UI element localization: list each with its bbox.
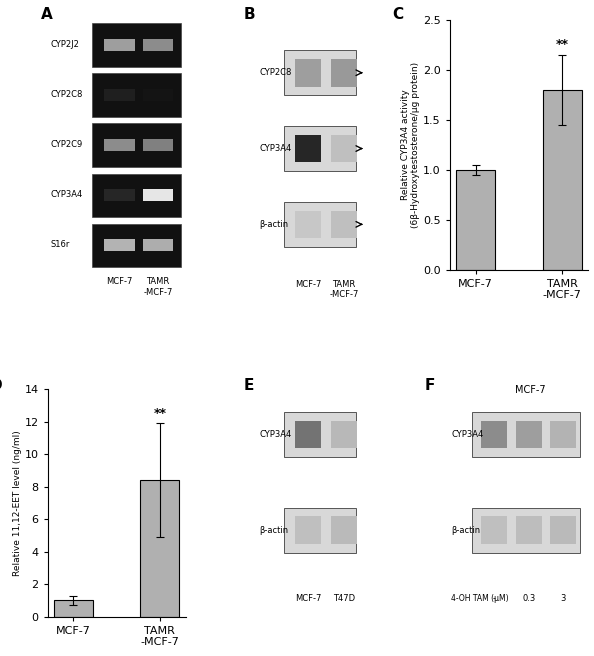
Bar: [91, 24, 182, 67]
Text: TAMR
-MCF-7: TAMR -MCF-7: [329, 280, 359, 299]
Text: TAMR
-MCF-7: TAMR -MCF-7: [143, 277, 173, 297]
Bar: [91, 123, 182, 167]
Bar: [104, 239, 134, 251]
Bar: [143, 39, 173, 51]
Text: CYP2C9: CYP2C9: [50, 140, 83, 150]
Bar: [472, 508, 580, 553]
Text: CYP3A4: CYP3A4: [50, 190, 83, 199]
Text: S16r: S16r: [50, 240, 69, 249]
Bar: [550, 421, 576, 449]
Bar: [331, 134, 357, 162]
Bar: [481, 516, 507, 544]
Text: D: D: [0, 378, 2, 393]
Text: F: F: [425, 378, 435, 393]
Bar: [143, 189, 173, 201]
Text: B: B: [244, 7, 255, 22]
Bar: [143, 239, 173, 251]
Y-axis label: Relative CYP3A4 activity
(6β-Hydroxytestosterone/μg protein): Relative CYP3A4 activity (6β-Hydroxytest…: [401, 62, 421, 228]
Bar: [472, 412, 580, 457]
Text: A: A: [40, 7, 52, 22]
Bar: [143, 89, 173, 101]
Text: MCF-7: MCF-7: [106, 277, 132, 286]
Text: CYP3A4: CYP3A4: [451, 430, 484, 440]
Bar: [516, 421, 542, 449]
Bar: [285, 126, 356, 171]
Text: CYP2C8: CYP2C8: [50, 91, 83, 99]
Text: MCF-7: MCF-7: [515, 384, 545, 395]
Y-axis label: Relative 11,12-EET level (ng/ml): Relative 11,12-EET level (ng/ml): [12, 430, 21, 576]
Bar: [331, 211, 357, 238]
Text: E: E: [244, 378, 254, 393]
Text: 4-OH TAM (μM): 4-OH TAM (μM): [451, 594, 509, 603]
Text: -: -: [492, 594, 495, 603]
Bar: [481, 421, 507, 449]
Text: CYP2C8: CYP2C8: [260, 68, 292, 77]
Bar: [285, 202, 356, 247]
Text: **: **: [153, 407, 166, 420]
Bar: [285, 51, 356, 95]
Bar: [91, 73, 182, 117]
Bar: [456, 170, 495, 270]
Bar: [550, 516, 576, 544]
Bar: [331, 516, 357, 544]
Bar: [104, 189, 134, 201]
Text: CYP3A4: CYP3A4: [260, 144, 292, 153]
Text: 0.3: 0.3: [522, 594, 535, 603]
Bar: [295, 211, 321, 238]
Bar: [543, 90, 582, 270]
Bar: [91, 174, 182, 217]
Text: 3: 3: [561, 594, 566, 603]
Bar: [140, 480, 179, 617]
Bar: [331, 421, 357, 449]
Bar: [104, 89, 134, 101]
Bar: [295, 134, 321, 162]
Text: β-actin: β-actin: [260, 220, 289, 229]
Bar: [295, 421, 321, 449]
Text: MCF-7: MCF-7: [295, 594, 321, 603]
Bar: [104, 39, 134, 51]
Bar: [143, 139, 173, 151]
Text: CYP3A4: CYP3A4: [260, 430, 292, 440]
Bar: [331, 59, 357, 87]
Bar: [285, 412, 356, 457]
Bar: [54, 600, 93, 617]
Bar: [295, 516, 321, 544]
Text: T47D: T47D: [333, 594, 355, 603]
Text: **: **: [556, 37, 569, 51]
Bar: [285, 508, 356, 553]
Bar: [295, 59, 321, 87]
Text: MCF-7: MCF-7: [295, 280, 321, 289]
Bar: [91, 224, 182, 268]
Bar: [516, 516, 542, 544]
Text: β-actin: β-actin: [260, 525, 289, 535]
Bar: [104, 139, 134, 151]
Text: C: C: [392, 7, 403, 22]
Text: CYP2J2: CYP2J2: [50, 40, 79, 49]
Text: β-actin: β-actin: [451, 525, 481, 535]
